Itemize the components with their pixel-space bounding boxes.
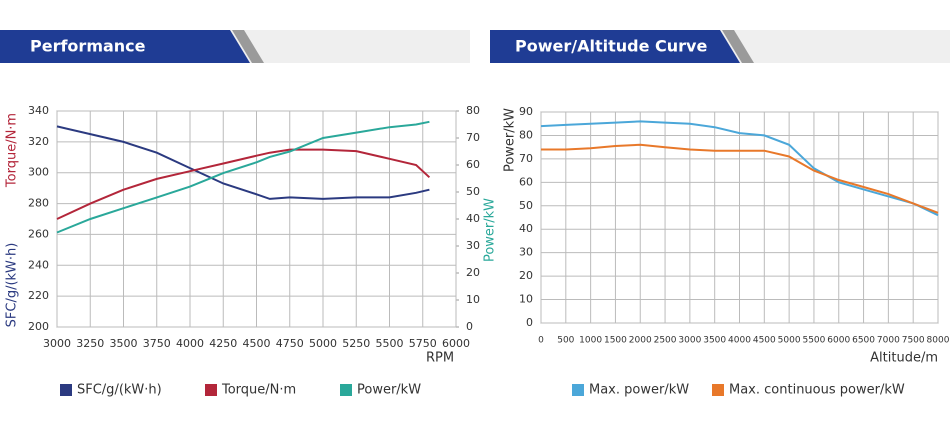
panel-title: Performance (30, 37, 146, 56)
y-tick-label: 10 (519, 293, 533, 306)
panel-title: Power/Altitude Curve (515, 37, 707, 56)
y-axis-label: Torque/N·m (5, 113, 20, 188)
header-tab (490, 30, 740, 63)
x-tick-label: 4250 (209, 337, 237, 350)
y-tick-label: 200 (28, 320, 49, 333)
series-line (540, 120, 939, 217)
y-tick-label: 40 (519, 222, 533, 235)
x-tick-label: 3500 (703, 336, 726, 346)
x-tick-label: 1500 (604, 336, 627, 346)
x-tick-label: 2000 (629, 336, 652, 346)
x-tick-label: 3000 (43, 337, 71, 350)
x-tick-label: 4000 (176, 337, 204, 350)
x-tick-label: 6000 (442, 337, 470, 350)
y-tick-label: 240 (28, 258, 49, 271)
y-tick-label: 320 (28, 135, 49, 148)
y2-tick-label: 60 (466, 158, 480, 171)
x-tick-label: 7000 (877, 336, 900, 346)
y-tick-label: 30 (519, 246, 533, 259)
legend-label: SFC/g/(kW·h) (77, 383, 162, 398)
x-tick-label: 0 (538, 336, 544, 346)
legend-swatch (205, 384, 217, 396)
x-tick-label: 5500 (802, 336, 825, 346)
x-axis-label: Altitude/m (870, 351, 938, 366)
y-tick-label: 60 (519, 175, 533, 188)
y-tick-label: 300 (28, 166, 49, 179)
x-tick-label: 8000 (927, 336, 950, 346)
legend-label: Max. power/kW (589, 383, 689, 398)
y2-tick-label: 10 (466, 293, 480, 306)
x-tick-label: 5500 (376, 337, 404, 350)
x-tick-label: 4500 (243, 337, 271, 350)
series-line (56, 125, 430, 200)
x-tick-label: 3750 (143, 337, 171, 350)
y-tick-label: 50 (519, 199, 533, 212)
legend-label: Torque/N·m (221, 383, 296, 398)
x-tick-label: 5250 (342, 337, 370, 350)
header-right (490, 30, 950, 63)
x-tick-label: 3250 (76, 337, 104, 350)
y-tick-label: 90 (519, 105, 533, 118)
x-tick-label: 3000 (678, 336, 701, 346)
x-axis-label: RPM (426, 351, 454, 366)
y-tick-label: 70 (519, 152, 533, 165)
x-tick-label: 6500 (852, 336, 875, 346)
series-line (56, 148, 431, 220)
x-tick-label: 6000 (827, 336, 850, 346)
y2-tick-label: 80 (466, 104, 480, 117)
y-tick-label: 280 (28, 197, 49, 210)
header-stripe (722, 30, 754, 63)
series-line (56, 120, 430, 234)
x-tick-label: 1000 (579, 336, 602, 346)
y2-tick-label: 50 (466, 185, 480, 198)
x-tick-label: 7500 (902, 336, 925, 346)
x-tick-label: 5750 (409, 337, 437, 350)
header-left (0, 30, 470, 63)
x-tick-label: 5000 (309, 337, 337, 350)
legend-swatch (712, 384, 724, 396)
y-axis-label: Power/kW (503, 108, 518, 172)
x-tick-label: 500 (557, 336, 574, 346)
y-axis-label: SFC/g/(kW·h) (5, 243, 20, 328)
series-line (541, 143, 939, 214)
y2-tick-label: 0 (466, 320, 473, 333)
x-tick-label: 4500 (753, 336, 776, 346)
header-stripe (232, 30, 264, 63)
legend-swatch (340, 384, 352, 396)
y-tick-label: 80 (519, 128, 533, 141)
x-tick-label: 5000 (778, 336, 801, 346)
y2-tick-label: 30 (466, 239, 480, 252)
x-tick-label: 4000 (728, 336, 751, 346)
y2-tick-label: 70 (466, 131, 480, 144)
x-tick-label: 4750 (276, 337, 304, 350)
x-tick-label: 2500 (654, 336, 677, 346)
y-tick-label: 0 (526, 316, 533, 329)
legend-label: Max. continuous power/kW (729, 383, 905, 398)
y-tick-label: 340 (28, 104, 49, 117)
y-tick-label: 260 (28, 227, 49, 240)
y2-tick-label: 20 (466, 266, 480, 279)
header-tab (0, 30, 250, 63)
y2-tick-label: 40 (466, 212, 480, 225)
x-tick-label: 3500 (110, 337, 138, 350)
legend-label: Power/kW (357, 383, 421, 398)
y2-axis-label: Power/kW (483, 198, 498, 262)
legend-swatch (572, 384, 584, 396)
y-tick-label: 20 (519, 269, 533, 282)
y-tick-label: 220 (28, 289, 49, 302)
legend-swatch (60, 384, 72, 396)
